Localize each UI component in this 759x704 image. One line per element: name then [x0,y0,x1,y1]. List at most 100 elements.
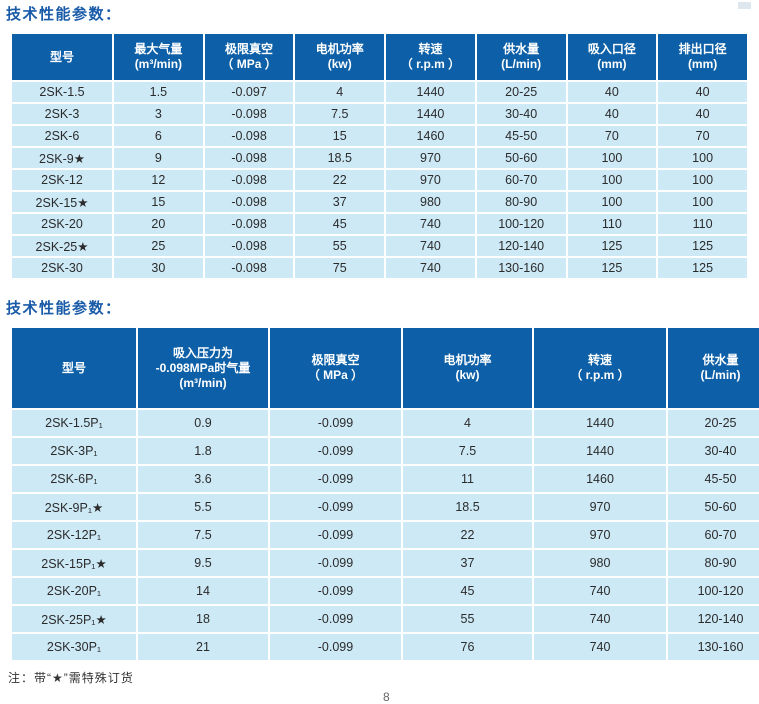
table-cell: 1.5 [114,82,203,102]
corner-mark-decoration [738,2,751,9]
table-cell: 18.5 [403,494,532,520]
table-cell: 2SK-9P₁★ [12,494,136,520]
table-cell: 2SK-6 [12,126,112,146]
table-cell: 980 [386,192,475,212]
table-cell: 2SK-25★ [12,236,112,256]
table-cell: -0.099 [270,550,401,576]
page-number: 8 [383,690,390,704]
table-cell: -0.099 [270,634,401,660]
table-cell: 2SK-9★ [12,148,112,168]
column-header: 最大气量 (m³/min) [114,34,203,80]
table-cell: -0.098 [204,236,294,256]
table-cell: -0.098 [204,214,294,234]
table-cell: 120-140 [476,236,566,256]
table-cell: 70 [567,126,657,146]
table-cell: 130-160 [476,258,566,278]
table-cell: 2SK-15★ [12,192,112,212]
table-cell: 45-50 [668,466,759,492]
table-row: 2SK-9★ 9 -0.098 18.5 970 50-60 100 100 [12,148,747,168]
table-cell: 12 [114,170,203,190]
table-cell: 5.5 [138,494,268,520]
table-cell: -0.099 [270,410,401,436]
table-cell: 3.6 [138,466,268,492]
table-cell: 75 [295,258,385,278]
table1-body: 2SK-1.5 1.5 -0.097 4 1440 20-25 40 40 2SK-3 3 -0.0… [12,82,747,278]
table-cell: 740 [534,578,666,604]
table-cell: 970 [534,494,666,520]
table-cell: 25 [114,236,203,256]
column-header: 型号 [12,328,136,408]
table-cell: 11 [403,466,532,492]
table-cell: 0.9 [138,410,268,436]
table-cell: 1440 [534,438,666,464]
column-header: 转速（ r.p.m ） [386,34,475,80]
column-header: 型号 [12,34,112,80]
column-header: 电机功率 (kw) [295,34,385,80]
table-cell: -0.099 [270,466,401,492]
table-cell: 30-40 [476,104,566,124]
table-row: 2SK-20 20 -0.098 45 740 100-120 110 110 [12,214,747,234]
column-header: 转速（ r.p.m ） [534,328,666,408]
table-cell: 100 [658,192,747,212]
table-row: 2SK-30 30 -0.098 75 740 130-160 125 125 [12,258,747,278]
table2-body: 2SK-1.5P₁ 0.9 -0.099 4 1440 20-25 2SK-3P₁ 1.8 -0… [12,410,759,660]
table-cell: 20-25 [668,410,759,436]
column-header: 吸入压力为 -0.098MPa时气量 (m³/min) [138,328,268,408]
table-cell: -0.099 [270,522,401,548]
table-cell: 100 [658,170,747,190]
table-cell: 740 [534,634,666,660]
table-cell: 45 [403,578,532,604]
table1-head: 型号 最大气量 (m³/min) 极限真空（ MPa ）电机功率 (kw) 转速（ r.p… [12,34,747,80]
table-cell: 2SK-30 [12,258,112,278]
table-cell: 60-70 [476,170,566,190]
table-cell: 7.5 [295,104,385,124]
section-title-2: 技术性能参数： [6,300,122,317]
table-row: 2SK-3 3 -0.098 7.5 1440 30-40 40 40 [12,104,747,124]
table-cell: 45 [295,214,385,234]
table-cell: 50-60 [476,148,566,168]
table-row: 2SK-12P₁ 7.5 -0.099 22 970 60-70 [12,522,759,548]
table-cell: 100 [567,148,657,168]
table-cell: 18 [138,606,268,632]
table-cell: 2SK-3 [12,104,112,124]
table-cell: 970 [386,170,475,190]
table-cell: 110 [567,214,657,234]
table-cell: 2SK-3P₁ [12,438,136,464]
table-row: 2SK-25P₁★ 18 -0.099 55 740 120-140 [12,606,759,632]
column-header: 极限真空（ MPa ） [204,34,294,80]
table-cell: 80-90 [476,192,566,212]
table-row: 2SK-25★ 25 -0.098 55 740 120-140 125 125 [12,236,747,256]
table-cell: 2SK-1.5 [12,82,112,102]
table-cell: 740 [386,258,475,278]
table-cell: 2SK-20P₁ [12,578,136,604]
table-cell: 130-160 [668,634,759,660]
table-cell: 55 [295,236,385,256]
table-cell: 21 [138,634,268,660]
table-cell: 30-40 [668,438,759,464]
column-header: 电机功率 (kw) [403,328,532,408]
table-cell: 100-120 [476,214,566,234]
table-cell: 40 [658,104,747,124]
table-cell: 2SK-6P₁ [12,466,136,492]
table2-header-row: 型号 吸入压力为 -0.098MPa时气量 (m³/min) 极限真空（ MPa ）电机… [12,328,759,408]
table-cell: 30 [114,258,203,278]
table-cell: 2SK-30P₁ [12,634,136,660]
table-cell: 2SK-12P₁ [12,522,136,548]
table-cell: 40 [567,82,657,102]
column-header: 排出口径 (mm) [658,34,747,80]
table-row: 2SK-15P₁★ 9.5 -0.099 37 980 80-90 [12,550,759,576]
section-title-1: 技术性能参数： [6,6,122,23]
table-cell: 740 [386,236,475,256]
table-cell: 37 [403,550,532,576]
table-cell: 970 [534,522,666,548]
table-cell: 20-25 [476,82,566,102]
table-row: 2SK-3P₁ 1.8 -0.099 7.5 1440 30-40 [12,438,759,464]
table-row: 2SK-9P₁★ 5.5 -0.099 18.5 970 50-60 [12,494,759,520]
performance-table-1: 型号 最大气量 (m³/min) 极限真空（ MPa ）电机功率 (kw) 转速（ r.p… [10,32,749,280]
table-row: 2SK-1.5P₁ 0.9 -0.099 4 1440 20-25 [12,410,759,436]
table-cell: 100 [658,148,747,168]
table-cell: -0.098 [204,104,294,124]
table-cell: 1460 [386,126,475,146]
table-cell: -0.098 [204,170,294,190]
